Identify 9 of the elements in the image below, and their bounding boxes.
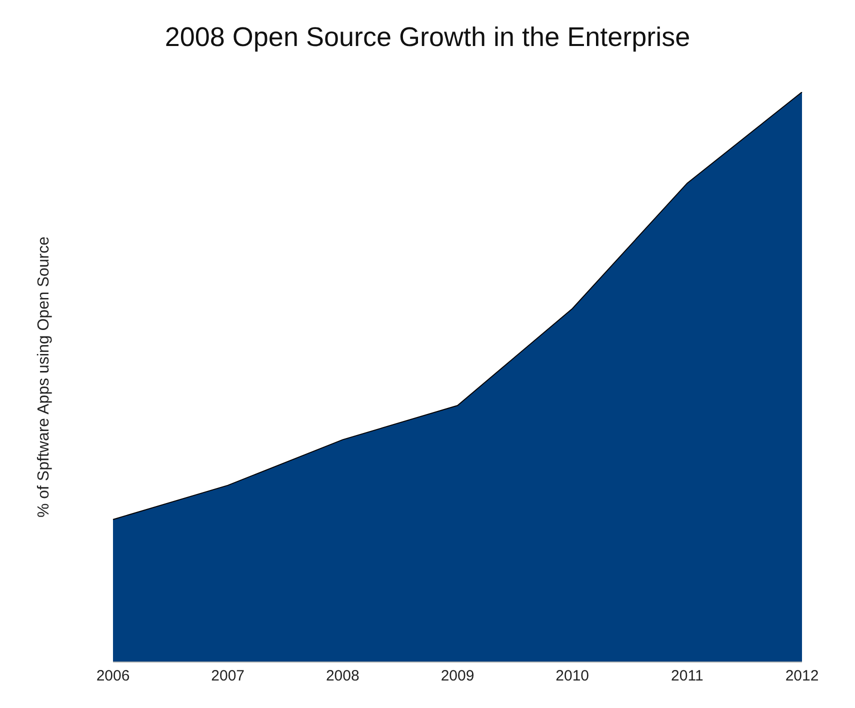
y-axis-title: % of Spftware Apps using Open Source — [36, 236, 53, 518]
x-tick-label: 2008 — [326, 668, 360, 685]
chart-title: 2008 Open Source Growth in the Enterprise — [164, 21, 692, 54]
x-tick-label: 2009 — [440, 668, 474, 685]
x-tick-label: 2012 — [785, 668, 819, 685]
x-tick-label: 2011 — [671, 668, 704, 685]
x-tick-label: 2006 — [96, 668, 130, 685]
x-tick-label: 2010 — [556, 668, 590, 685]
x-tick-label: 2007 — [211, 668, 245, 685]
